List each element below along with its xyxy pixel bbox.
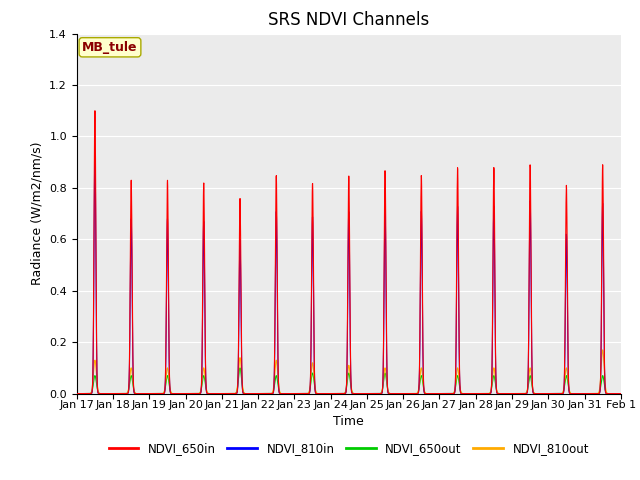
Legend: NDVI_650in, NDVI_810in, NDVI_650out, NDVI_810out: NDVI_650in, NDVI_810in, NDVI_650out, NDV… [104,437,594,460]
X-axis label: Time: Time [333,415,364,429]
Text: MB_tule: MB_tule [82,41,138,54]
Y-axis label: Radiance (W/m2/nm/s): Radiance (W/m2/nm/s) [31,142,44,285]
Title: SRS NDVI Channels: SRS NDVI Channels [268,11,429,29]
